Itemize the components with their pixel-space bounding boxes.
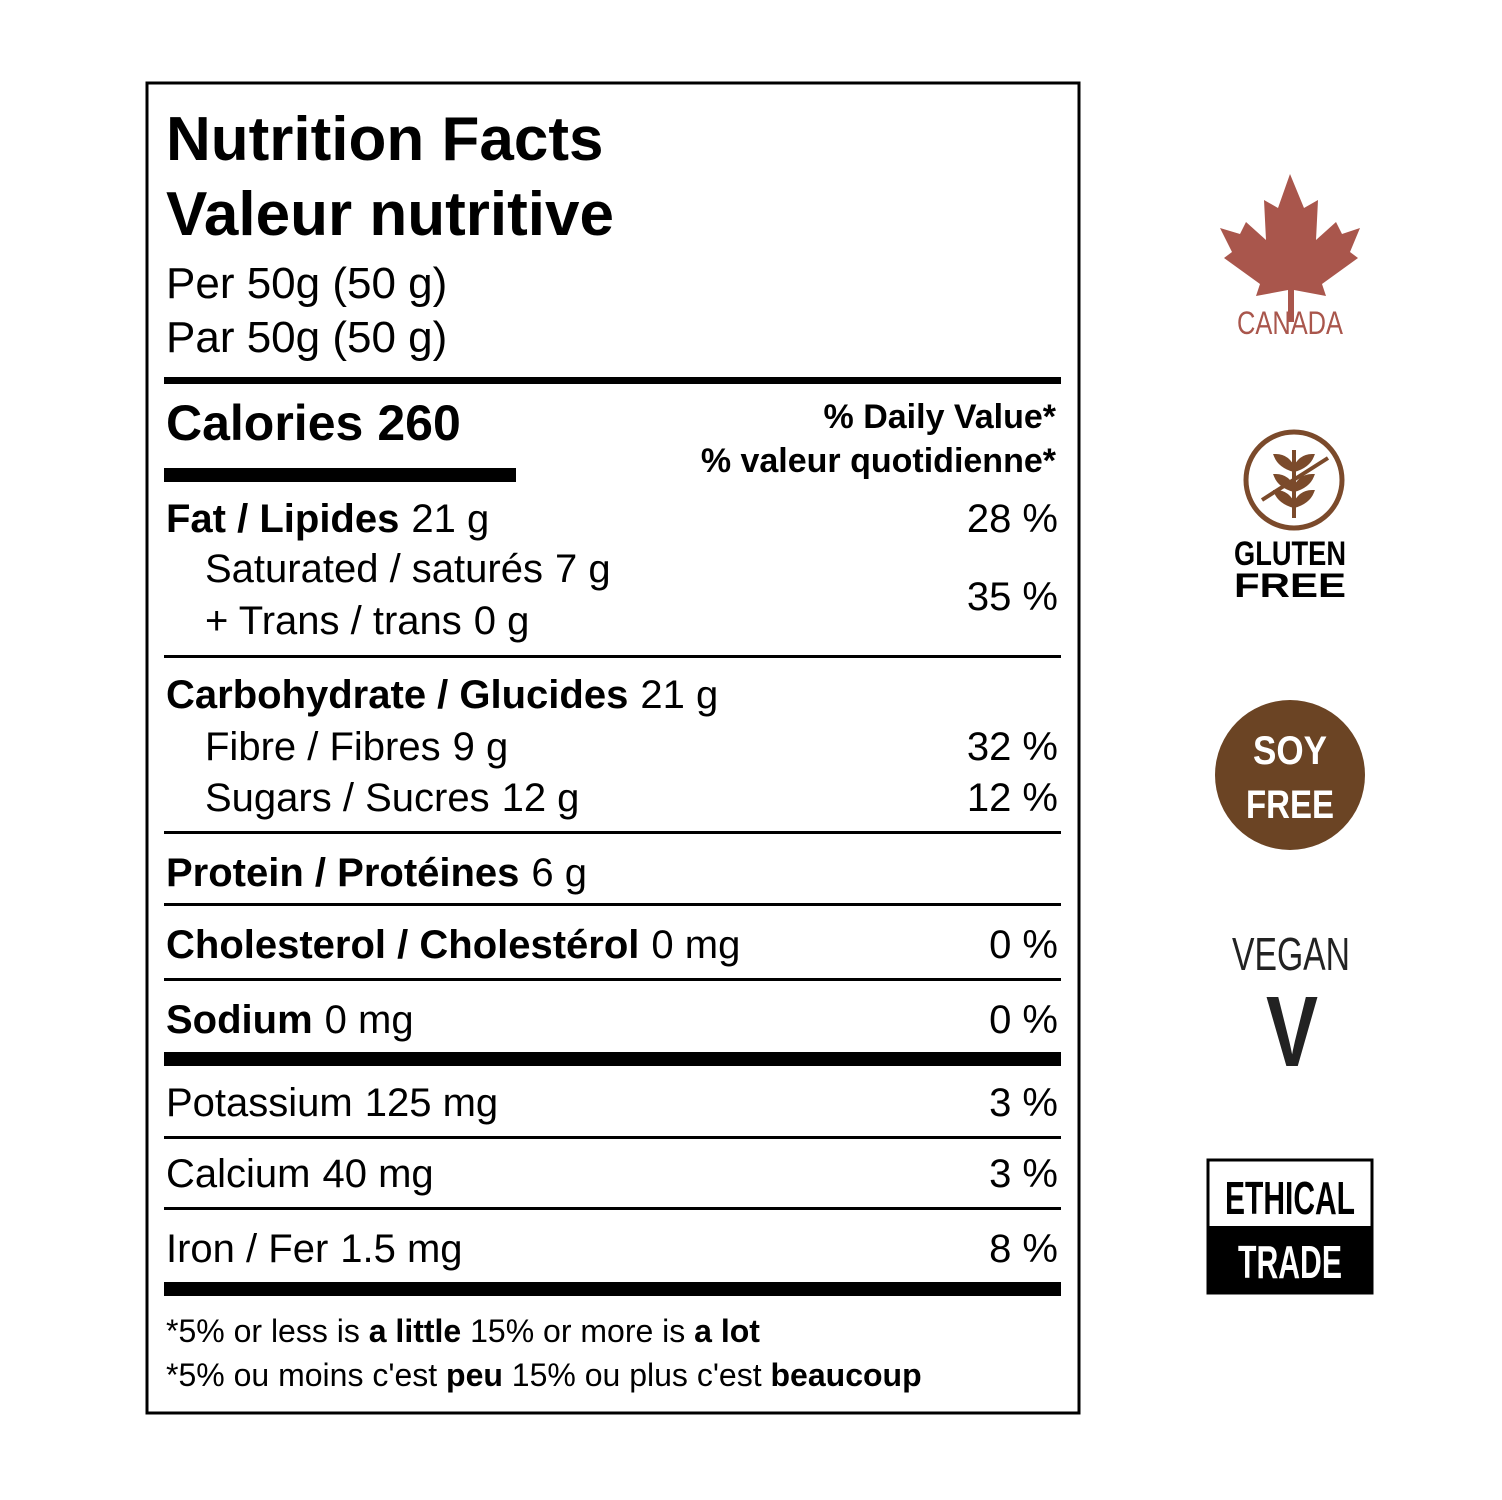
badge-text: CANADA — [1237, 305, 1344, 341]
rule — [164, 1282, 1061, 1296]
nutrient-amount: 0 mg — [651, 923, 740, 967]
nutrient-name: Fat / Lipides — [166, 497, 399, 541]
nutrient-name: Sodium — [166, 998, 313, 1042]
footnote-part: beaucoup — [771, 1357, 922, 1393]
badge-text: GLUTEN — [1234, 535, 1346, 573]
footnote-part: 15% or more is — [461, 1313, 694, 1349]
daily-value-header: % Daily Value* — [824, 398, 1057, 436]
nutrient-name: Fibre / Fibres — [205, 725, 441, 769]
nutrient-amount: 9 g — [453, 725, 509, 769]
badge-text: ETHICAL — [1225, 1172, 1355, 1224]
label-border — [145, 81, 1081, 1415]
maple-leaf-icon — [1220, 174, 1360, 322]
daily-value: 12 % — [967, 776, 1058, 820]
rule — [164, 903, 1061, 906]
daily-value: 35 % — [967, 575, 1058, 619]
badge-text: V — [1266, 976, 1318, 1088]
nutrient-name: Saturated / saturés — [205, 547, 543, 591]
serving: Per 50g (50 g) — [166, 259, 447, 308]
footnote-part: a little — [369, 1313, 461, 1349]
title: Nutrition Facts — [166, 105, 603, 174]
nutrient-name: Carbohydrate / Glucides — [166, 673, 628, 717]
sub-nutrient: Sugars / Sucres 12 g — [205, 776, 579, 820]
footnote: *5% ou moins c'est peu 15% ou plus c'est… — [166, 1357, 922, 1393]
calories: Calories 260 — [166, 395, 461, 451]
calories-value: 260 — [377, 395, 460, 451]
nutrient: Protein / Protéines 6 g — [166, 851, 587, 895]
footnote-part: a lot — [694, 1313, 760, 1349]
nutrient-amount: 12 g — [502, 776, 580, 820]
nutrient-amount: 125 mg — [365, 1081, 498, 1125]
rule — [164, 1136, 1061, 1139]
rule — [164, 377, 1061, 384]
nutrient-amount: 7 g — [555, 547, 611, 591]
daily-value: 3 % — [989, 1152, 1058, 1196]
nutrient-amount: 0 mg — [325, 998, 414, 1042]
gluten-icon — [1243, 429, 1345, 531]
rule — [164, 655, 1061, 658]
wheat-icon — [1260, 450, 1330, 518]
nutrient-name: Iron / Fer — [166, 1227, 328, 1271]
daily-value: 0 % — [989, 998, 1058, 1042]
badge-text: SOY — [1253, 729, 1327, 773]
daily-value: 32 % — [967, 725, 1058, 769]
footnote-part: *5% ou moins c'est — [166, 1357, 446, 1393]
nutrient: Iron / Fer 1.5 mg — [166, 1227, 463, 1271]
badge-text: FREE — [1246, 783, 1334, 827]
rule — [164, 468, 516, 482]
calories-label: Calories — [166, 395, 363, 451]
ethical-trade-band — [1208, 1226, 1372, 1293]
daily-value: 8 % — [989, 1227, 1058, 1271]
rule — [164, 978, 1061, 981]
nutrient-amount: 1.5 mg — [340, 1227, 462, 1271]
soy-free-badge — [1215, 700, 1365, 850]
footnote-part: *5% or less is — [166, 1313, 369, 1349]
badge-text: VEGAN — [1232, 928, 1350, 980]
daily-value: 28 % — [967, 497, 1058, 541]
footnote-part: 15% ou plus c'est — [503, 1357, 771, 1393]
nutrient-name: Protein / Protéines — [166, 851, 519, 895]
nutrient-amount: 21 g — [640, 673, 718, 717]
nutrient-amount: 40 mg — [322, 1152, 433, 1196]
nutrient-amount: 0 g — [474, 599, 530, 643]
rule — [164, 1052, 1061, 1066]
nutrient: Cholesterol / Cholestérol 0 mg — [166, 923, 740, 967]
serving: Par 50g (50 g) — [166, 313, 447, 362]
nutrient: Fat / Lipides 21 g — [166, 497, 489, 541]
daily-value: 0 % — [989, 923, 1058, 967]
sub-nutrient: Saturated / saturés 7 g — [205, 547, 611, 591]
rule — [164, 831, 1061, 834]
daily-value-header: % valeur quotidienne* — [701, 442, 1057, 480]
nutrient-name: Calcium — [166, 1152, 310, 1196]
nutrient-name: Potassium — [166, 1081, 353, 1125]
footnote-part: peu — [446, 1357, 503, 1393]
footnote: *5% or less is a little 15% or more is a… — [166, 1313, 760, 1349]
nutrient-amount: 21 g — [411, 497, 489, 541]
nutrient-amount: 6 g — [531, 851, 587, 895]
nutrient: Carbohydrate / Glucides 21 g — [166, 673, 718, 717]
sub-nutrient: + Trans / trans 0 g — [205, 599, 529, 643]
nutrient: Sodium 0 mg — [166, 998, 414, 1042]
sub-nutrient: Fibre / Fibres 9 g — [205, 725, 508, 769]
badge-text: FREE — [1234, 567, 1346, 605]
nutrient-name: Cholesterol / Cholestérol — [166, 923, 639, 967]
nutrient-name: + Trans / trans — [205, 599, 462, 643]
badge-text: TRADE — [1238, 1236, 1342, 1288]
nutrient: Calcium 40 mg — [166, 1152, 434, 1196]
nutrient: Potassium 125 mg — [166, 1081, 498, 1125]
rule — [164, 1207, 1061, 1210]
nutrient-name: Sugars / Sucres — [205, 776, 490, 820]
title: Valeur nutritive — [166, 180, 614, 249]
daily-value: 3 % — [989, 1081, 1058, 1125]
